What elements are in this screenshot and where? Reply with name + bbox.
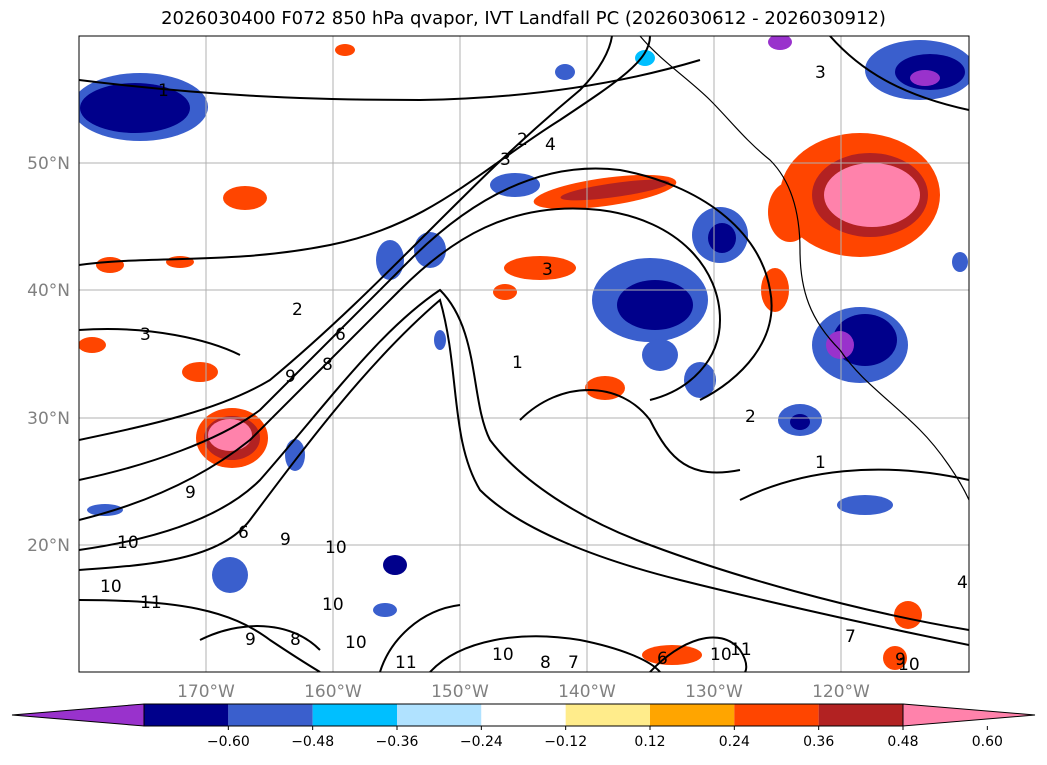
colorbar-tick-label: −0.60 bbox=[207, 734, 250, 750]
contour-label: 10 bbox=[325, 538, 347, 558]
colorbar-segment bbox=[650, 704, 735, 726]
contour-label: 3 bbox=[140, 325, 151, 345]
contour-label: 8 bbox=[540, 653, 551, 673]
colorbar-segment bbox=[312, 704, 397, 726]
longitude-tick-label: 130°W bbox=[685, 682, 743, 702]
colorbar-tick-label: −0.48 bbox=[291, 734, 334, 750]
contour-label: 2 bbox=[517, 130, 528, 150]
latitude-tick-label: 40°N bbox=[27, 281, 70, 301]
contour-label: 10 bbox=[117, 533, 139, 553]
contour-label: 10 bbox=[100, 577, 122, 597]
latitude-tick-label: 30°N bbox=[27, 409, 70, 429]
colorbar-extension-high bbox=[902, 703, 1036, 727]
colorbar-frame bbox=[143, 703, 904, 727]
contour-label: 1 bbox=[512, 353, 523, 373]
contour-label: 3 bbox=[542, 260, 553, 280]
latitude-tick-label: 50°N bbox=[27, 154, 70, 174]
gridlines bbox=[79, 36, 969, 672]
longitude-tick-label: 160°W bbox=[304, 682, 362, 702]
contour-label: 9 bbox=[185, 483, 196, 503]
colorbar-tick-label: −0.36 bbox=[376, 734, 419, 750]
latitude-tick-label: 20°N bbox=[27, 536, 70, 556]
contour-label: 10 bbox=[898, 655, 920, 675]
latitude-axis: 50°N 40°N 30°N 20°N bbox=[27, 154, 70, 556]
contour-label: 10 bbox=[492, 645, 514, 665]
contour-label: 11 bbox=[140, 593, 162, 613]
contour-label: 9 bbox=[895, 650, 906, 670]
contour-label: 4 bbox=[957, 573, 968, 593]
contour-label: 7 bbox=[568, 653, 579, 673]
contour-label: 9 bbox=[245, 630, 256, 650]
longitude-tick-label: 140°W bbox=[558, 682, 616, 702]
colorbar: −0.60 −0.48 −0.36 −0.24 −0.12 0.12 0.24 0.36 0.4… bbox=[11, 703, 1036, 750]
contour-label: 10 bbox=[322, 595, 344, 615]
contour-label: 9 bbox=[280, 530, 291, 550]
contour-label: 8 bbox=[290, 630, 301, 650]
colorbar-segment bbox=[818, 704, 903, 726]
contour-label: 10 bbox=[345, 633, 367, 653]
contour-label: 1 bbox=[815, 453, 826, 473]
contour-lines bbox=[79, 36, 969, 672]
contour-label: 2 bbox=[745, 407, 756, 427]
colorbar-extension-low bbox=[11, 703, 145, 727]
colorbar-tick-label: 0.60 bbox=[972, 734, 1003, 750]
colorbar-tick-label: −0.12 bbox=[544, 734, 587, 750]
colorbar-tick-label: 0.12 bbox=[634, 734, 665, 750]
contour-label: 7 bbox=[845, 627, 856, 647]
contour-label: 6 bbox=[335, 325, 346, 345]
contour-label: 11 bbox=[730, 640, 752, 660]
contour-label: 4 bbox=[545, 135, 556, 155]
contour-label: 1 bbox=[158, 81, 169, 101]
contour-label: 8 bbox=[322, 355, 333, 375]
plot-frame bbox=[78, 35, 970, 673]
contour-label: 6 bbox=[238, 523, 249, 543]
contour-label: 2 bbox=[292, 300, 303, 320]
contour-label: 3 bbox=[500, 150, 511, 170]
contour-label: 10 bbox=[710, 645, 732, 665]
colorbar-segment bbox=[481, 704, 566, 726]
colorbar-segment bbox=[565, 704, 650, 726]
colorbar-segment bbox=[144, 704, 229, 726]
colorbar-segment bbox=[734, 704, 819, 726]
longitude-tick-label: 150°W bbox=[431, 682, 489, 702]
coastline bbox=[639, 36, 969, 501]
colorbar-tick-label: −0.24 bbox=[460, 734, 503, 750]
contour-label: 3 bbox=[815, 63, 826, 83]
contour-label: 9 bbox=[285, 367, 296, 387]
colorbar-segment bbox=[228, 704, 313, 726]
colorbar-tick-label: 0.48 bbox=[887, 734, 918, 750]
longitude-axis: 170°W 160°W 150°W 140°W 130°W 120°W bbox=[177, 682, 870, 702]
map-content bbox=[79, 36, 969, 672]
contour-label: 11 bbox=[395, 653, 417, 673]
colorbar-tick-label: 0.36 bbox=[803, 734, 834, 750]
contour-label: 6 bbox=[657, 649, 668, 669]
longitude-tick-label: 170°W bbox=[177, 682, 235, 702]
colorbar-segment bbox=[397, 704, 482, 726]
contour-labels: 1 2 3 4 9 8 6 3 2 3 1 2 1 3 9 6 9 10 10 … bbox=[100, 63, 968, 675]
colorbar-tick-label: 0.24 bbox=[719, 734, 750, 750]
map-title: 2026030400 F072 850 hPa qvapor, IVT Land… bbox=[161, 8, 886, 29]
longitude-tick-label: 120°W bbox=[812, 682, 870, 702]
